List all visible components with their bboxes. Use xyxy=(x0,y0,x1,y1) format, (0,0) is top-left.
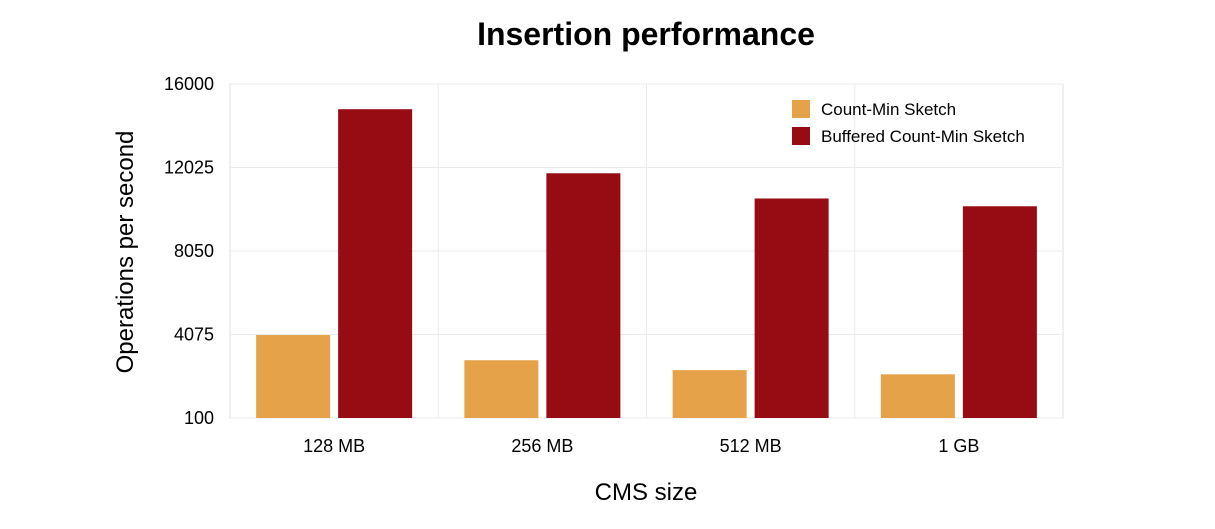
bar-count-min-sketch xyxy=(880,374,955,418)
bar-count-min-sketch xyxy=(672,370,747,418)
legend-label: Count-Min Sketch xyxy=(821,100,956,119)
x-tick-label: 1 GB xyxy=(938,436,979,456)
y-tick-label: 4075 xyxy=(174,325,214,345)
legend-swatch xyxy=(792,127,810,145)
bar-count-min-sketch xyxy=(256,335,331,418)
y-tick-label: 8050 xyxy=(174,241,214,261)
x-tick-label: 256 MB xyxy=(511,436,573,456)
x-tick-label: 128 MB xyxy=(303,436,365,456)
y-tick-label: 12025 xyxy=(164,158,214,178)
legend-label: Buffered Count-Min Sketch xyxy=(821,127,1025,146)
bars-layer xyxy=(256,109,1037,418)
bar-buffered-count-min-sketch xyxy=(338,109,413,418)
y-tick-label: 100 xyxy=(184,408,214,428)
bar-count-min-sketch xyxy=(464,360,539,418)
y-tick-label: 16000 xyxy=(164,74,214,94)
legend: Count-Min Sketch Buffered Count-Min Sketc… xyxy=(792,100,1025,146)
bar-buffered-count-min-sketch xyxy=(962,206,1037,418)
bar-buffered-count-min-sketch xyxy=(754,198,829,418)
x-axis-label: CMS size xyxy=(595,479,698,506)
axis-layer: 100 4075 8050 12025 16000 128 MB 256 MB 512 MB 1… xyxy=(164,74,979,456)
x-tick-label: 512 MB xyxy=(720,436,782,456)
y-axis-label: Operations per second xyxy=(112,131,139,374)
bar-buffered-count-min-sketch xyxy=(546,173,621,418)
legend-swatch xyxy=(792,100,810,118)
chart-title: Insertion performance xyxy=(477,16,815,52)
